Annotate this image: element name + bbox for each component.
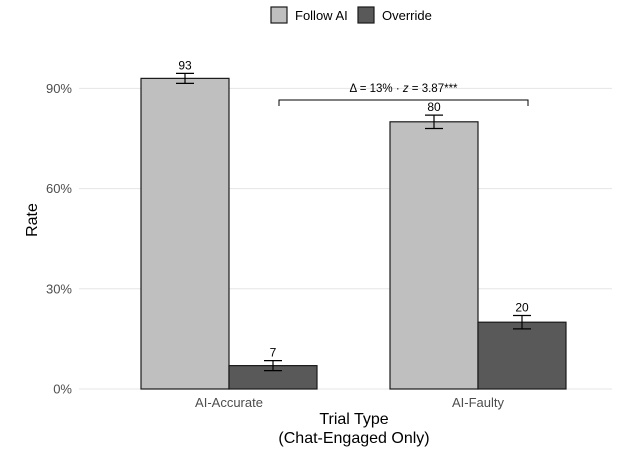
bar-follow-ai-ai-accurate (140, 77, 230, 390)
error-bar (176, 72, 194, 84)
bar-follow-ai-ai-faulty (389, 121, 479, 390)
error-bars (176, 72, 531, 372)
legend-item-follow-ai: Follow AI (270, 6, 348, 24)
bars (140, 77, 567, 390)
bar-override-ai-faulty (477, 321, 567, 390)
y-tick-label: 90% (46, 81, 72, 96)
legend-label: Follow AI (295, 8, 348, 23)
data-label: 20 (515, 301, 529, 315)
x-axis-title-line1: Trial Type (319, 411, 388, 428)
significance-label: Δ = 13% · z = 3.87*** (349, 83, 458, 95)
y-tick-label: 0% (53, 382, 72, 397)
legend-label: Override (382, 8, 432, 23)
legend: Follow AI Override (270, 6, 432, 24)
y-tick-label: 30% (46, 281, 72, 296)
data-label: 80 (427, 100, 441, 114)
significance-bracket (278, 99, 529, 106)
x-axis: AI-Accurate AI-Faulty (195, 395, 504, 410)
y-axis-title: Rate (24, 203, 41, 237)
error-bar (264, 360, 282, 372)
data-label: 7 (270, 346, 277, 360)
x-tick-label: AI-Accurate (195, 395, 263, 410)
error-bar (513, 314, 531, 330)
x-tick-label: AI-Faulty (452, 395, 505, 410)
error-bar (425, 114, 443, 130)
legend-swatch (357, 6, 375, 24)
legend-item-override: Override (357, 6, 432, 24)
significance-annotation: Δ = 13% · z = 3.87*** (278, 83, 529, 106)
data-labels: 93 80 7 20 (178, 58, 529, 359)
y-axis: 0% 30% 60% 90% (46, 81, 72, 397)
legend-swatch (270, 6, 288, 24)
y-tick-label: 60% (46, 181, 72, 196)
x-axis-title-line2: (Chat-Engaged Only) (278, 430, 429, 447)
data-label: 93 (178, 58, 192, 72)
